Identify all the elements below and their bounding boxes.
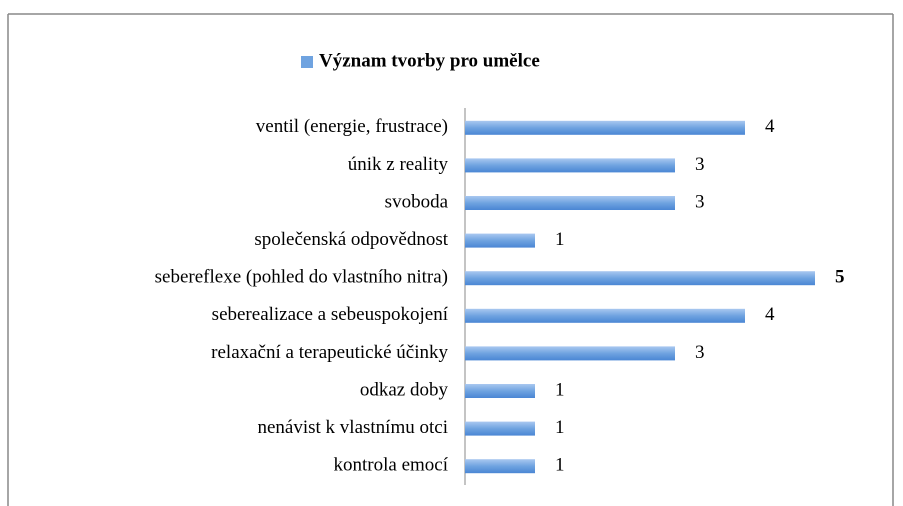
data-label: 1	[555, 455, 565, 476]
bar	[465, 233, 535, 248]
y-tick-label: nenávist k vlastnímu otci	[257, 417, 448, 438]
bar	[465, 459, 535, 474]
data-label: 3	[695, 191, 705, 212]
data-label: 5	[835, 267, 845, 288]
y-tick-label: společenská odpovědnost	[254, 229, 448, 250]
legend-label: Význam tvorby pro umělce	[319, 50, 540, 71]
bar	[465, 384, 535, 398]
y-tick-label: relaxační a terapeutické účinky	[211, 342, 448, 363]
y-tick-label: seberealizace a sebeuspokojení	[212, 304, 449, 325]
bar	[465, 421, 535, 436]
y-tick-label: sebereflexe (pohled do vlastního nitra)	[155, 267, 448, 288]
y-tick-label: únik z reality	[348, 154, 449, 175]
bar	[465, 271, 815, 286]
bar	[465, 346, 675, 361]
bar	[465, 308, 745, 323]
data-label: 1	[555, 379, 565, 400]
data-label: 1	[555, 229, 565, 250]
bar	[465, 196, 675, 210]
data-label: 3	[695, 154, 705, 175]
data-label: 3	[695, 342, 705, 363]
y-tick-label: ventil (energie, frustrace)	[256, 116, 448, 137]
data-label: 1	[555, 417, 565, 438]
bar	[465, 158, 675, 173]
data-label: 4	[765, 116, 775, 137]
y-tick-label: odkaz doby	[360, 379, 449, 400]
legend-swatch	[301, 56, 313, 68]
y-tick-label: kontrola emocí	[334, 455, 449, 476]
bar	[465, 120, 745, 135]
y-tick-label: svoboda	[385, 191, 449, 212]
data-label: 4	[765, 304, 775, 325]
